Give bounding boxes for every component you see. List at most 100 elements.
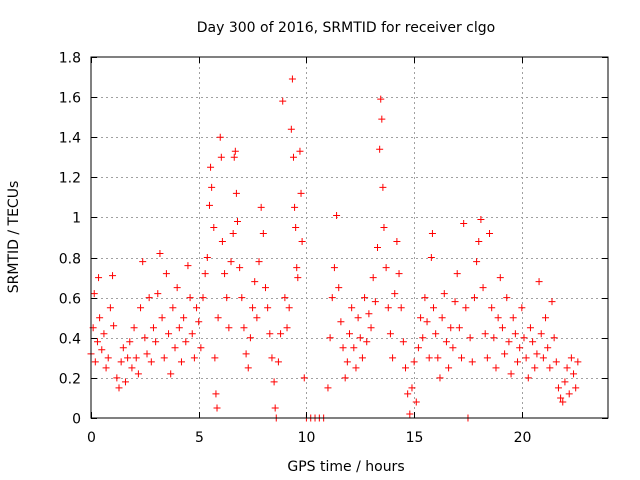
data-point [470, 294, 478, 302]
data-point [526, 324, 534, 332]
x-tick-label: 10 [298, 430, 316, 446]
data-point [445, 364, 453, 372]
y-tick-label: 1.6 [59, 91, 81, 107]
data-point [298, 238, 306, 246]
data-point [339, 344, 347, 352]
data-point [442, 338, 450, 346]
data-point [147, 358, 155, 366]
data-point [557, 394, 565, 402]
data-point [537, 330, 545, 338]
data-point [343, 358, 351, 366]
data-point [154, 290, 162, 298]
data-point [173, 284, 181, 292]
data-point [490, 334, 498, 342]
data-point [249, 304, 257, 312]
data-point [554, 384, 562, 392]
y-tick-labels: 0 0.2 0.4 0.6 0.8 1 1.2 1.4 1.6 1.8 [59, 51, 81, 428]
data-point [514, 358, 522, 366]
data-point [346, 330, 353, 338]
data-point [167, 370, 175, 378]
data-point [227, 258, 235, 266]
data-point [574, 358, 582, 366]
data-point [462, 304, 470, 312]
data-point [535, 278, 543, 286]
data-point [516, 344, 524, 352]
data-point [550, 334, 558, 342]
data-point [294, 274, 302, 282]
y-tick-label: 1.2 [59, 171, 81, 187]
data-point [365, 310, 373, 318]
data-point [438, 314, 446, 322]
data-point [533, 350, 541, 358]
data-point [182, 338, 190, 346]
y-tick-label: 1.4 [59, 131, 81, 147]
data-point [520, 334, 528, 342]
data-point [404, 390, 412, 398]
data-point [397, 304, 405, 312]
data-point [421, 294, 429, 302]
data-point [468, 358, 476, 366]
data-point [481, 330, 489, 338]
data-point [277, 330, 285, 338]
data-point [117, 358, 125, 366]
plot-frame [90, 56, 609, 419]
chart-title: Day 300 of 2016, SRMTID for receiver clg… [197, 20, 495, 36]
data-point [350, 344, 358, 352]
x-tick-label: 20 [514, 430, 532, 446]
data-point [283, 324, 291, 332]
y-tick-label: 0.6 [59, 292, 81, 308]
data-point [205, 201, 213, 209]
data-point [395, 270, 403, 278]
data-point [475, 238, 483, 246]
data-point [460, 219, 468, 227]
data-point [358, 354, 366, 362]
grid [91, 57, 608, 418]
data-point [214, 314, 222, 322]
data-point [95, 274, 103, 282]
data-point [458, 354, 466, 362]
data-point [337, 318, 345, 326]
data-point [184, 262, 192, 270]
axis-ticks [91, 57, 608, 419]
x-tick-label: 15 [406, 430, 424, 446]
data-point [494, 314, 502, 322]
data-point [352, 364, 360, 372]
data-point [246, 334, 254, 342]
data-point [190, 354, 198, 362]
data-point [488, 304, 496, 312]
data-point [399, 338, 407, 346]
y-tick-label: 0.8 [59, 252, 81, 268]
data-point [379, 183, 387, 191]
data-point [326, 334, 334, 342]
data-point [548, 298, 556, 306]
data-point [271, 404, 279, 412]
data-point [175, 324, 183, 332]
data-point [539, 354, 547, 362]
data-point [225, 324, 233, 332]
y-tick-label: 1.8 [59, 51, 81, 67]
data-point [236, 264, 244, 272]
data-point [292, 223, 300, 231]
data-point [171, 344, 179, 352]
data-point [180, 314, 188, 322]
y-axis-label: SRMTID / TECUs [6, 181, 22, 294]
data-point [152, 338, 160, 346]
data-point [289, 153, 297, 161]
data-point [559, 398, 567, 406]
data-point [406, 410, 414, 418]
data-point [233, 217, 241, 225]
data-point [134, 370, 142, 378]
y-tick-label: 0.4 [59, 332, 81, 348]
data-point [501, 350, 509, 358]
data-point [565, 390, 573, 398]
data-point [419, 334, 427, 342]
data-point [544, 344, 552, 352]
data-point [162, 270, 170, 278]
y-tick-label: 0 [72, 412, 81, 428]
data-point [341, 374, 349, 382]
data-point [165, 330, 173, 338]
data-point [259, 229, 267, 237]
data-point [297, 189, 305, 197]
data-point [217, 153, 225, 161]
